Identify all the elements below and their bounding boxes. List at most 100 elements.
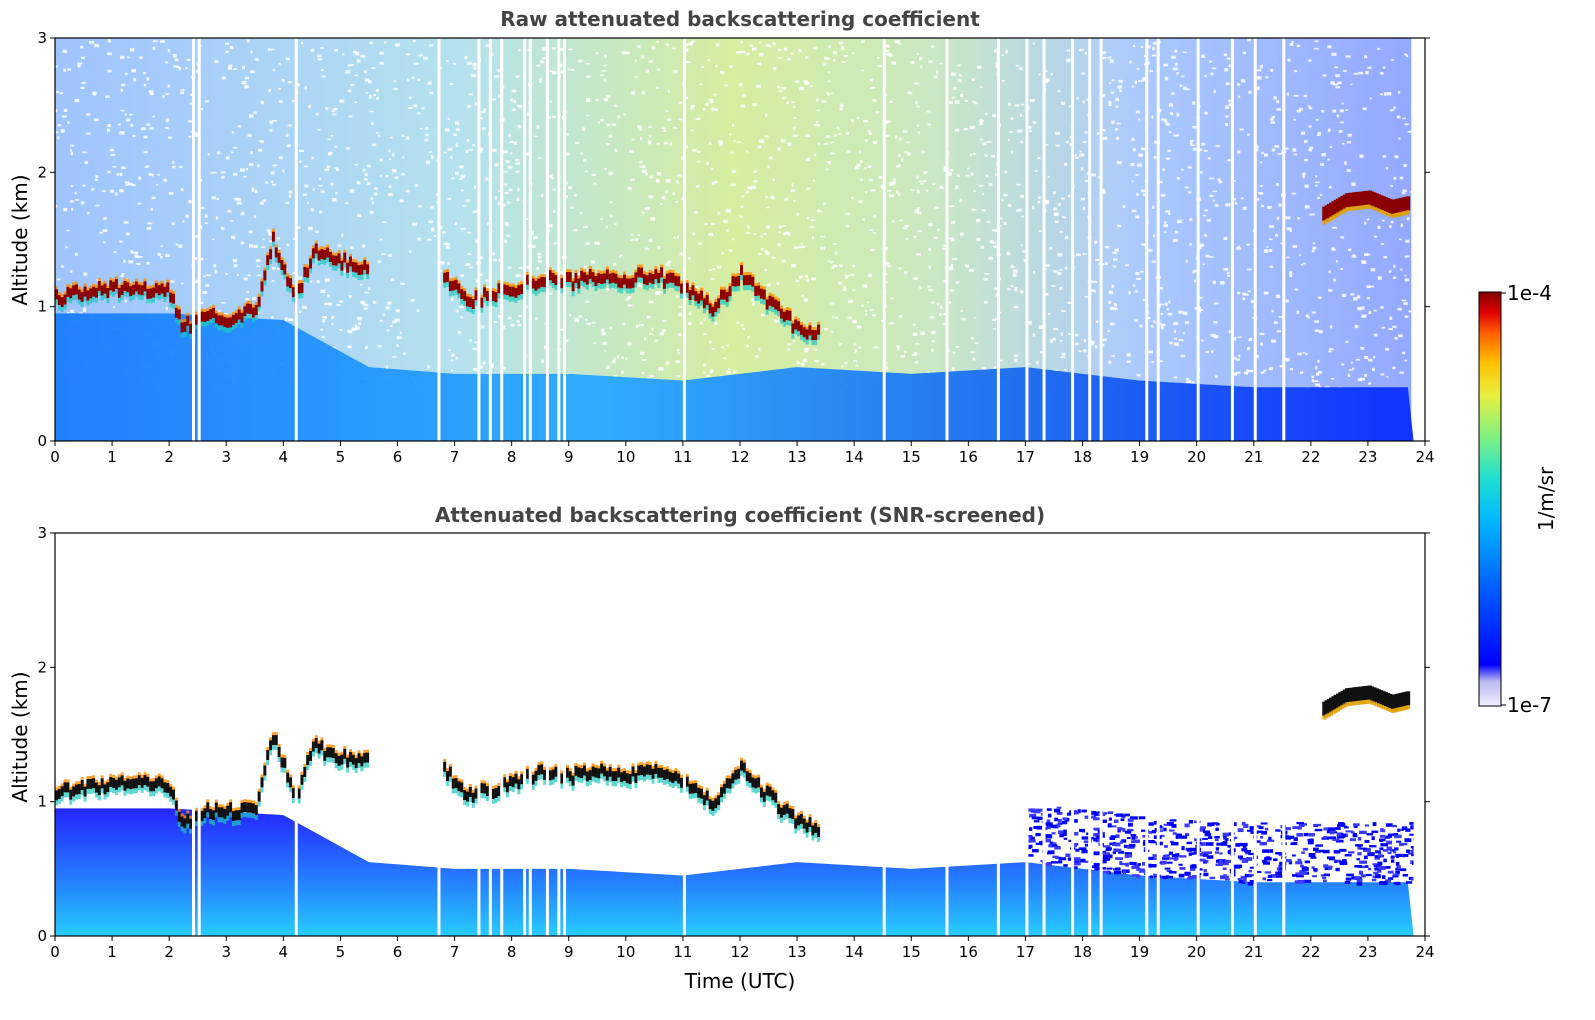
x-tick-label: 13 <box>788 448 807 466</box>
data-gap <box>1253 38 1257 441</box>
x-tick-label: 7 <box>450 448 460 466</box>
screened-y-ticks: 0 1 2 3 <box>37 524 1430 945</box>
data-gap <box>1196 38 1200 441</box>
data-gap <box>882 533 886 936</box>
x-tick-label: 16 <box>959 448 978 466</box>
data-gap <box>1088 38 1092 441</box>
x-tick-label: 8 <box>507 448 517 466</box>
data-gap <box>1099 533 1103 936</box>
x-tick-label: 6 <box>393 448 403 466</box>
data-gap <box>945 533 949 936</box>
x-tick-label: 12 <box>730 943 749 961</box>
x-tick-label: 23 <box>1358 943 1377 961</box>
data-gap <box>294 533 298 936</box>
data-gap <box>500 533 504 936</box>
x-tick-label: 4 <box>279 943 289 961</box>
data-gap <box>528 533 532 936</box>
data-gap <box>1071 533 1075 936</box>
x-tick-label: 9 <box>564 448 574 466</box>
data-gap <box>945 38 949 441</box>
data-gap <box>500 38 504 441</box>
data-gap <box>1042 38 1046 441</box>
data-gap <box>437 38 441 441</box>
x-tick-label: 21 <box>1244 943 1263 961</box>
x-tick-label: 1 <box>107 943 117 961</box>
y-tick-label: 0 <box>37 927 47 945</box>
x-tick-label: 16 <box>959 943 978 961</box>
x-tick-label: 22 <box>1301 448 1320 466</box>
y-tick-label: 0 <box>37 432 47 450</box>
x-tick-label: 10 <box>616 448 635 466</box>
y-tick-label: 1 <box>37 298 47 316</box>
data-gap <box>1042 533 1046 936</box>
data-gap <box>682 533 686 936</box>
screened-chart-title: Attenuated backscattering coefficient (S… <box>435 503 1045 527</box>
x-tick-label: 24 <box>1415 943 1434 961</box>
x-tick-label: 17 <box>1016 943 1035 961</box>
x-tick-label: 0 <box>50 943 60 961</box>
data-gap <box>563 38 567 441</box>
x-tick-label: 15 <box>902 448 921 466</box>
x-tick-label: 20 <box>1187 448 1206 466</box>
x-tick-label: 18 <box>1073 448 1092 466</box>
data-gap <box>192 38 195 441</box>
x-tick-label: 8 <box>507 943 517 961</box>
x-tick-label: 5 <box>336 448 346 466</box>
data-gap <box>545 38 549 441</box>
x-tick-label: 5 <box>336 943 346 961</box>
data-gap <box>1071 38 1075 441</box>
data-gap <box>1088 533 1092 936</box>
data-gap <box>682 38 686 441</box>
data-gap <box>996 533 1000 936</box>
colorbar-unit-label: 1/m/sr <box>1534 466 1558 531</box>
x-tick-label: 15 <box>902 943 921 961</box>
data-gap <box>294 38 298 441</box>
x-tick-label: 10 <box>616 943 635 961</box>
data-gap <box>192 533 195 936</box>
data-gap <box>1196 533 1200 936</box>
data-gap <box>528 38 532 441</box>
x-tick-label: 21 <box>1244 448 1263 466</box>
data-gap <box>557 38 561 441</box>
x-tick-label: 17 <box>1016 448 1035 466</box>
data-gap <box>1253 533 1257 936</box>
x-tick-label: 2 <box>164 943 174 961</box>
x-tick-label: 18 <box>1073 943 1092 961</box>
data-gap <box>197 38 201 441</box>
x-tick-label: 12 <box>730 448 749 466</box>
screened-backscatter-heatmap <box>55 533 1425 936</box>
y-tick-label: 2 <box>37 658 47 676</box>
x-tick-label: 14 <box>845 448 864 466</box>
data-gap <box>523 533 527 936</box>
data-gap <box>1156 533 1160 936</box>
x-tick-label: 22 <box>1301 943 1320 961</box>
x-tick-label: 2 <box>164 448 174 466</box>
data-gap <box>1282 38 1286 441</box>
data-gap <box>996 38 1000 441</box>
boundary-layer <box>55 808 1414 936</box>
data-gap <box>557 533 561 936</box>
x-tick-label: 0 <box>50 448 60 466</box>
y-tick-label: 1 <box>37 793 47 811</box>
x-tick-label: 4 <box>279 448 289 466</box>
data-gap <box>1099 38 1103 441</box>
data-gap <box>1230 533 1234 936</box>
raw-backscatter-heatmap <box>55 38 1425 441</box>
data-gap <box>882 38 886 441</box>
data-gap <box>1230 38 1234 441</box>
screened-x-ticks: 0 1 2 3 4 5 6 7 8 9 10 11 12 13 14 15 16 17 18 19 20 21 22 23 24 <box>50 936 1435 961</box>
y-tick-label: 3 <box>37 524 47 542</box>
screened-y-axis-label: Altitude (km) <box>8 671 32 802</box>
x-tick-label: 3 <box>221 448 231 466</box>
x-tick-label: 11 <box>673 943 692 961</box>
colorbar-scale <box>1478 291 1502 707</box>
x-axis-label: Time (UTC) <box>684 969 796 993</box>
x-tick-label: 9 <box>564 943 574 961</box>
data-gap <box>1025 38 1029 441</box>
x-tick-label: 3 <box>221 943 231 961</box>
x-tick-label: 24 <box>1415 448 1434 466</box>
data-gap <box>523 38 527 441</box>
data-gap <box>1282 533 1286 936</box>
y-tick-label: 3 <box>37 29 47 47</box>
